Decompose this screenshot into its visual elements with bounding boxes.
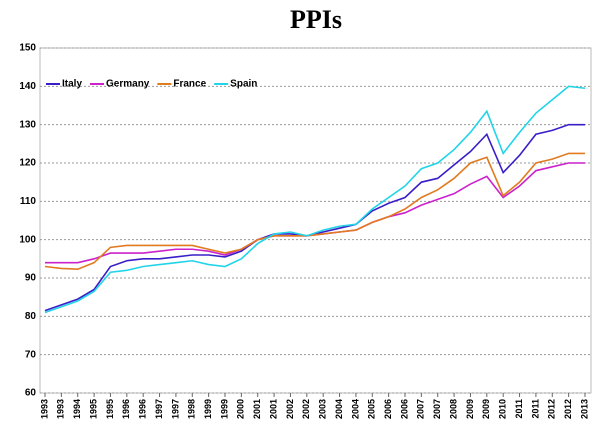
x-tick-label: 1993 xyxy=(39,399,49,419)
x-tick-label: 2006 xyxy=(383,399,393,419)
series-line xyxy=(44,85,586,314)
legend-label: Germany xyxy=(106,79,150,90)
x-tick-label: 2006 xyxy=(399,399,409,419)
x-tick-label: 2008 xyxy=(448,399,458,419)
y-tick-label: 140 xyxy=(19,81,36,92)
x-tick-label: 2001 xyxy=(252,399,262,419)
x-tick-label: 2004 xyxy=(334,399,344,419)
x-tick-label: 2007 xyxy=(432,399,442,419)
x-tick-label: 2010 xyxy=(498,399,508,419)
x-tick-label: 2000 xyxy=(236,399,246,419)
x-tick-label: 1994 xyxy=(72,399,82,419)
legend-label: France xyxy=(173,79,206,90)
x-tick-label: 2005 xyxy=(367,399,377,419)
x-tick-label: 2011 xyxy=(514,399,524,419)
y-tick-label: 90 xyxy=(25,273,37,284)
plot-border xyxy=(39,47,592,394)
series-line xyxy=(44,152,585,270)
y-tick-label: 150 xyxy=(19,43,36,54)
x-tick-label: 1996 xyxy=(138,399,148,419)
x-tick-label: 1993 xyxy=(56,399,66,419)
y-tick-label: 80 xyxy=(25,311,37,322)
y-tick-label: 100 xyxy=(19,234,36,245)
x-tick-label: 2011 xyxy=(530,399,540,419)
x-tick-label: 1997 xyxy=(170,399,180,419)
x-tick-label: 2007 xyxy=(416,399,426,419)
x-tick-label: 2002 xyxy=(301,399,311,419)
x-tick-label: 1999 xyxy=(203,399,213,419)
x-tick-label: 2001 xyxy=(268,399,278,419)
y-tick-label: 60 xyxy=(25,388,37,399)
x-tick-label: 1995 xyxy=(105,399,115,419)
x-tick-label: 2003 xyxy=(318,399,328,419)
x-tick-label: 1995 xyxy=(88,399,98,419)
chart-title: PPIs xyxy=(290,5,342,34)
x-tick-label: 2009 xyxy=(481,399,491,419)
series-line xyxy=(44,123,585,312)
series-line xyxy=(45,162,585,264)
x-tick-label: 2012 xyxy=(563,399,573,419)
y-tick-label: 120 xyxy=(19,158,36,169)
y-tick-label: 130 xyxy=(19,119,36,130)
y-tick-label: 110 xyxy=(20,196,37,207)
x-tick-label: 2012 xyxy=(547,399,557,419)
x-tick-label: 2004 xyxy=(350,399,360,419)
x-tick-label: 2002 xyxy=(285,399,295,419)
x-tick-label: 1996 xyxy=(121,399,131,419)
x-tick-label: 1998 xyxy=(187,399,197,419)
legend-label: Spain xyxy=(230,79,257,90)
y-tick-label: 70 xyxy=(25,349,37,360)
legend-label: Italy xyxy=(62,79,82,90)
x-tick-label: 2009 xyxy=(465,399,475,419)
x-tick-label: 1997 xyxy=(154,399,164,419)
x-tick-label: 1999 xyxy=(219,399,229,419)
x-tick-label: 2013 xyxy=(579,399,589,419)
